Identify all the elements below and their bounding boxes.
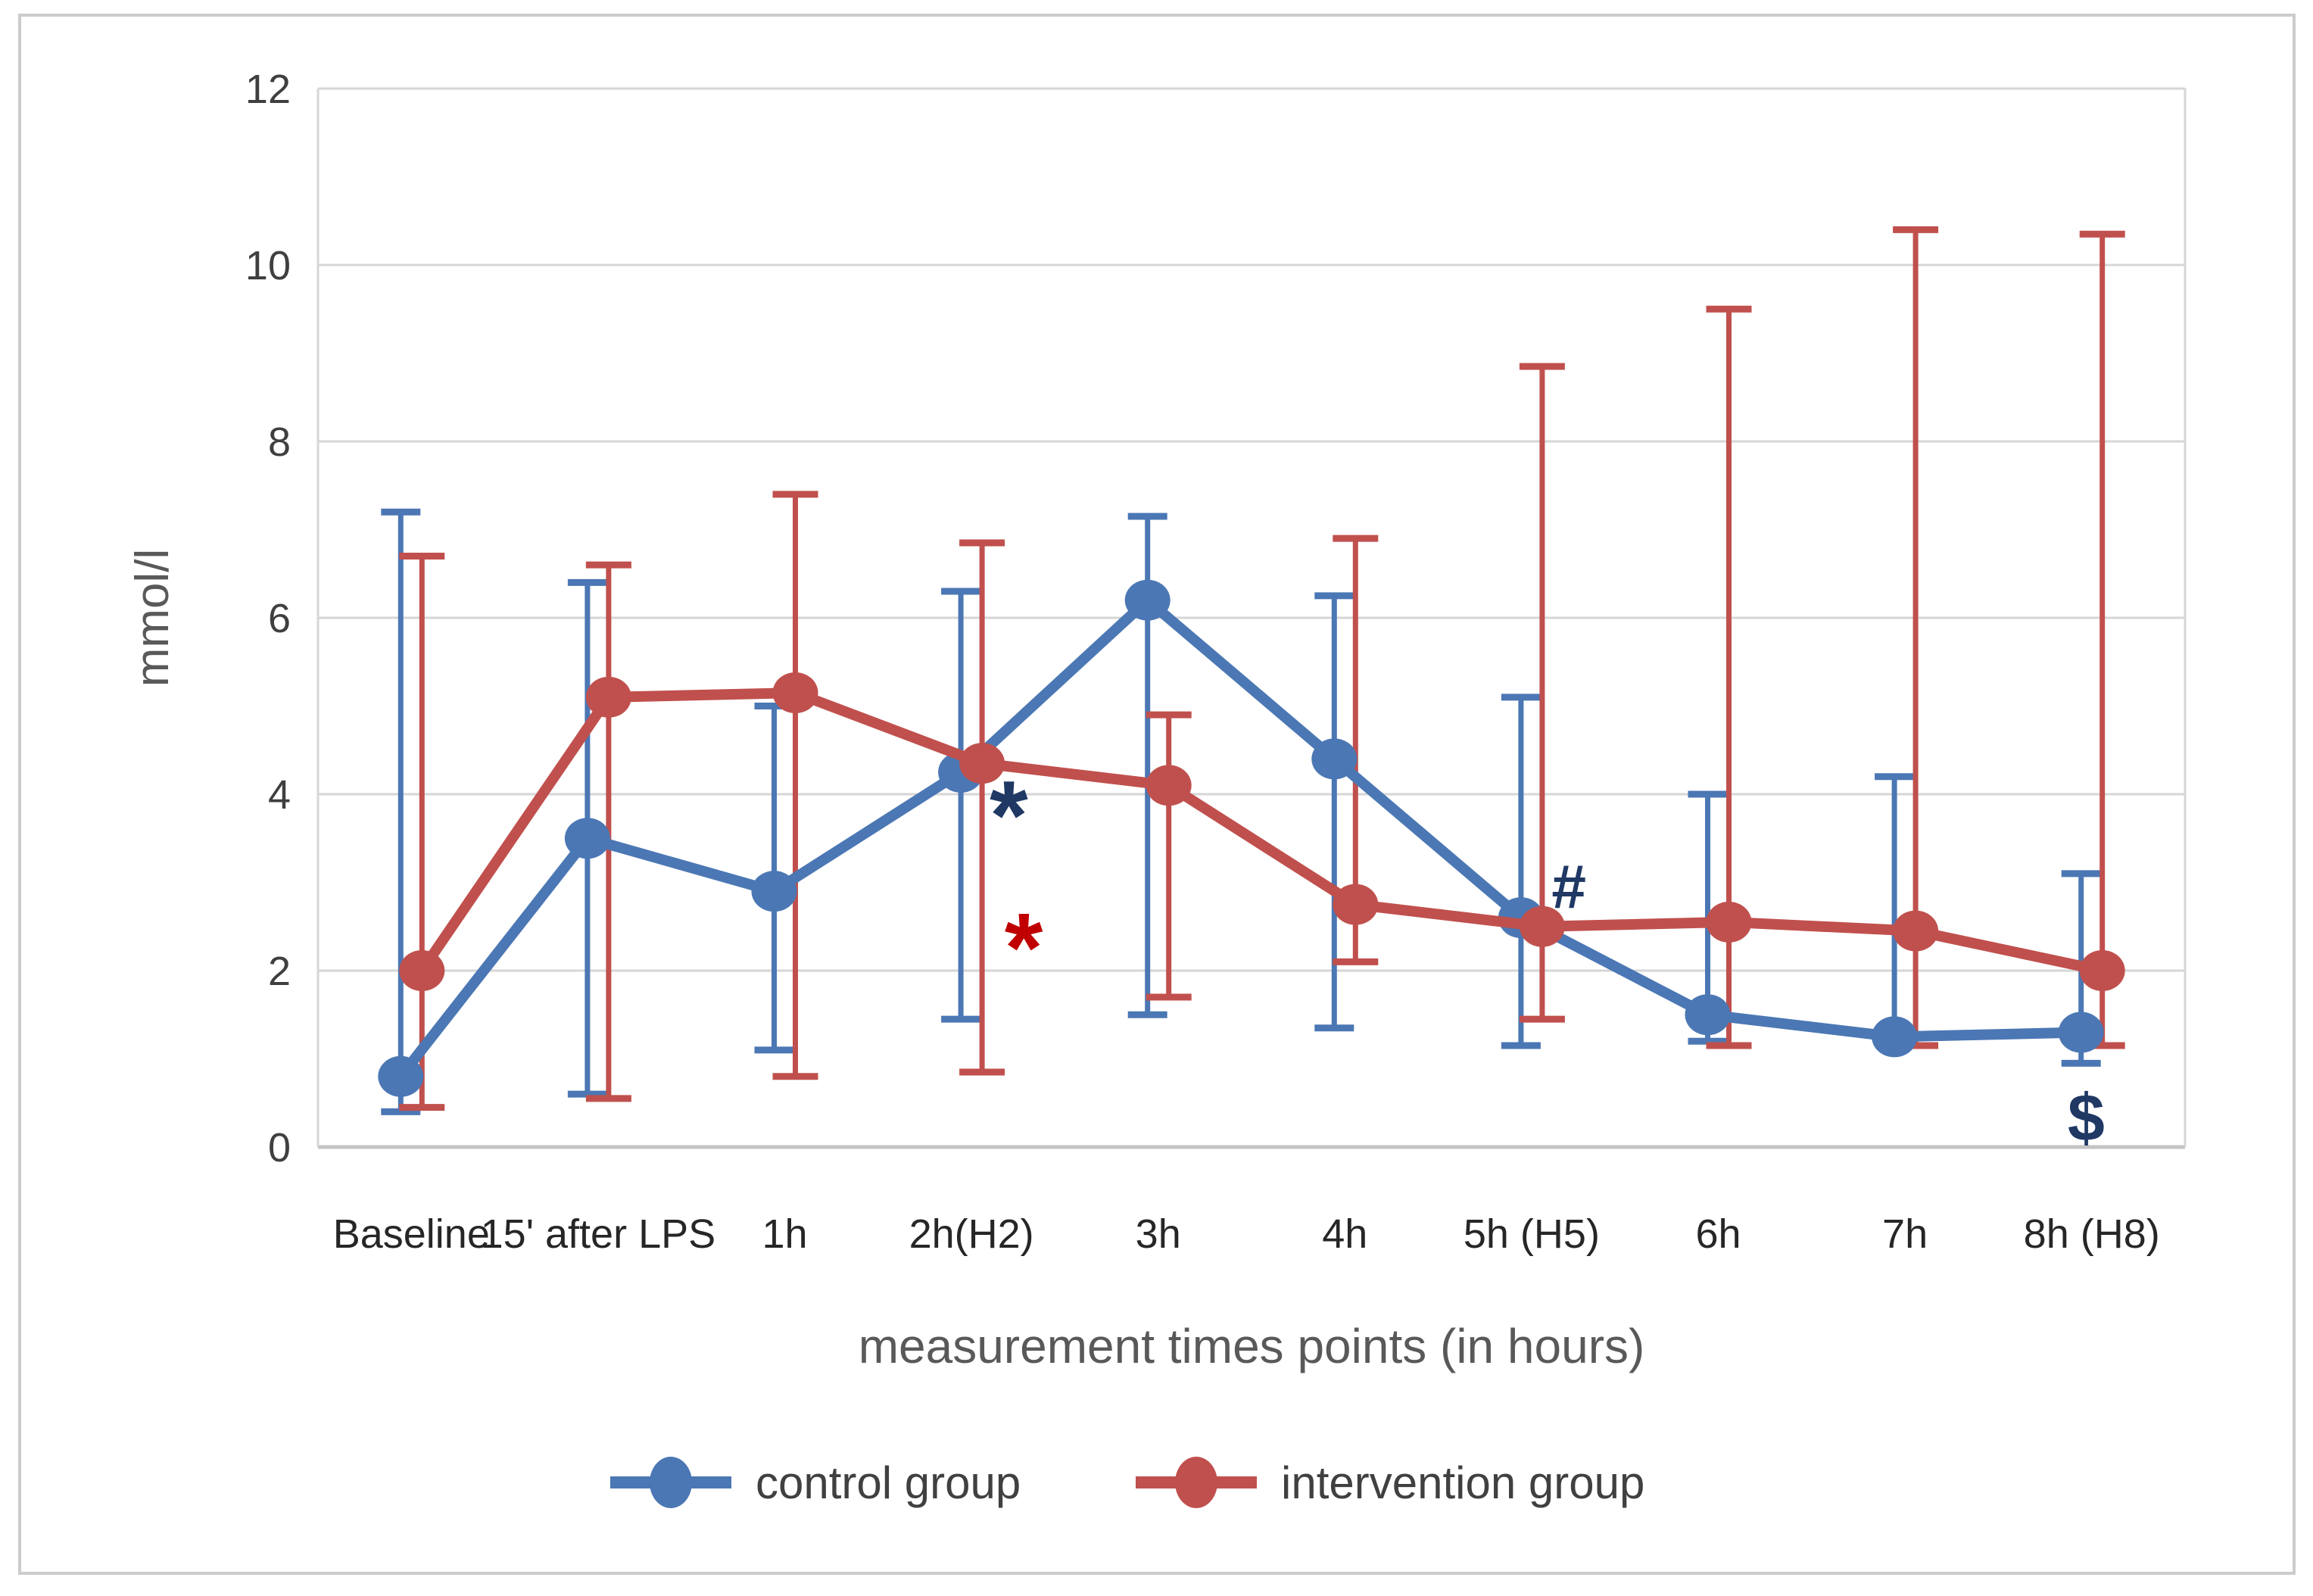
annotation-dollar: $	[2068, 1080, 2105, 1155]
figure-border	[18, 14, 2296, 1575]
series-line-intervention	[416, 687, 2108, 976]
data-point	[2079, 950, 2125, 991]
legend-item-intervention: intervention group	[1136, 1457, 1644, 1508]
annotation-asterisk: *	[990, 760, 1028, 871]
x-tick-label: 4h	[1322, 1211, 1367, 1257]
legend-label: control group	[756, 1457, 1021, 1508]
series-line-control	[395, 594, 2087, 1082]
y-tick-label: 12	[245, 67, 291, 112]
legend-marker-dot	[650, 1457, 692, 1508]
annotation-hash: #	[1551, 853, 1586, 921]
y-tick-label: 10	[245, 243, 291, 288]
data-point	[1893, 910, 1939, 952]
data-point	[1311, 738, 1358, 780]
data-point	[1706, 901, 1752, 943]
x-tick-label: 7h	[1882, 1211, 1928, 1257]
x-tick-label: 8h (H8)	[2024, 1211, 2160, 1257]
x-axis-title: measurement times points (in hours)	[859, 1319, 1645, 1373]
legend-label: intervention group	[1281, 1457, 1644, 1508]
error-bars-intervention	[399, 226, 2125, 1111]
x-tick-label: 3h	[1136, 1211, 1181, 1257]
data-point	[1685, 994, 1731, 1036]
data-point	[378, 1055, 424, 1097]
legend-marker-dot	[1175, 1457, 1217, 1508]
legend: control group intervention group	[610, 1457, 1644, 1508]
x-tick-label: 2h(H2)	[909, 1211, 1034, 1257]
data-point	[585, 676, 631, 718]
y-tick-label: 2	[268, 949, 291, 994]
y-tick-label: 8	[268, 419, 291, 465]
y-axis-tick-labels: 0 2 4 6 8 10 12	[245, 67, 291, 1171]
annotation-asterisk: *	[1005, 892, 1043, 1002]
data-point	[1124, 579, 1171, 621]
data-point	[959, 743, 1005, 784]
data-point	[399, 950, 445, 991]
gridlines-group	[316, 87, 2187, 1149]
x-tick-label: 5h (H5)	[1464, 1211, 1600, 1257]
data-point	[564, 818, 610, 859]
markers-intervention	[399, 672, 2125, 991]
y-tick-label: 0	[268, 1125, 291, 1171]
data-point	[1333, 884, 1379, 925]
data-point	[2058, 1012, 2104, 1053]
x-tick-label: 6h	[1695, 1211, 1741, 1257]
data-point	[1872, 1016, 1918, 1058]
x-tick-label: 1h	[762, 1211, 807, 1257]
y-axis-title: mmol/l	[126, 549, 179, 687]
x-tick-label: Baseline	[333, 1211, 490, 1257]
x-tick-label: 15' after LPS	[481, 1211, 716, 1257]
data-point	[772, 672, 818, 714]
legend-item-control: control group	[610, 1457, 1021, 1508]
data-point	[1146, 765, 1192, 806]
y-tick-label: 6	[268, 596, 291, 641]
data-point	[751, 871, 797, 912]
markers-control	[378, 579, 2104, 1097]
data-point	[1519, 906, 1565, 947]
y-tick-label: 4	[268, 772, 291, 818]
